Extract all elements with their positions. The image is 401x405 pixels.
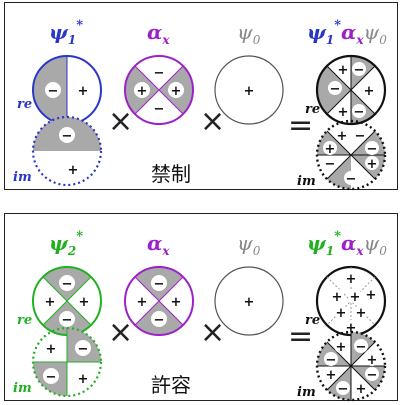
svg-text:+: + [78,372,89,387]
orbital-psi1-im: − + [31,115,103,187]
svg-text:+: + [244,84,255,99]
panel-forbidden: ψ1* αx ψ0 ψ1*αxψ0 − + re − + im × [4,2,398,191]
orbital-psi0: + [214,55,284,125]
orbital-psi1-re: − + [32,55,102,125]
caption-forbidden: 禁制 [151,162,191,186]
svg-text:+: + [346,272,357,287]
svg-text:−: − [354,105,365,120]
svg-text:−: − [78,342,89,357]
svg-text:−: − [330,82,341,97]
label-im: im [13,381,32,396]
svg-text:+: + [137,295,148,310]
orbital-alpha-x: − − + + [124,55,194,125]
svg-text:+: + [332,290,343,305]
svg-text:+: + [171,295,182,310]
label-im-result: im [297,174,316,189]
orbital-alpha-x: − + + − [124,266,194,336]
label-psi2-conj: ψ2* [49,229,83,258]
label-psi0: ψ0 [237,20,261,47]
svg-text:+: + [338,105,349,120]
equals-sign: = [288,108,313,143]
times-sign-1: × [108,104,133,139]
svg-text:+: + [45,295,56,310]
svg-text:−: − [356,340,367,355]
label-product: ψ1*αxψ0 [307,229,387,258]
label-alpha-x: αx [147,20,170,47]
label-psi0: ψ0 [237,231,261,258]
svg-text:−: − [346,172,357,187]
orbital-psi2-re: − + + − [32,266,102,336]
svg-text:+: + [356,382,367,397]
svg-text:+: + [336,340,347,355]
label-re-result: re [305,313,320,328]
label-re: re [17,97,32,112]
equals-sign: = [288,319,313,354]
times-sign-1: × [108,315,133,350]
orbital-psi2-im: + − − + [31,326,103,398]
svg-text:−: − [154,102,165,117]
svg-text:+: + [338,63,349,78]
diagram-forbidden: ψ1* αx ψ0 ψ1*αxψ0 − + re − + im × [13,18,387,191]
svg-text:+: + [79,295,90,310]
svg-text:+: + [336,306,347,321]
label-alpha-x: αx [147,231,170,258]
svg-text:+: + [78,84,89,99]
orbital-result-im: + − − + + − − + [315,330,387,402]
svg-text:−: − [354,63,365,78]
orbital-result-im: + − + − − + − [315,119,387,191]
label-product: ψ1*αxψ0 [307,18,387,47]
svg-text:−: − [326,353,337,368]
svg-text:+: + [137,84,148,99]
orbital-psi0: + [214,266,284,336]
svg-text:+: + [325,142,336,157]
svg-text:−: − [48,84,59,99]
orbital-result-re: + + + + + + + [315,265,387,337]
label-im: im [13,170,32,185]
svg-text:+: + [350,290,361,305]
svg-text:−: − [338,382,349,397]
label-re-result: re [305,102,320,117]
label-psi1-conj: ψ1* [49,18,83,47]
svg-text:+: + [337,129,348,144]
svg-text:+: + [367,353,378,368]
svg-text:−: − [367,142,378,157]
panel-allowed: ψ2* αx ψ0 ψ1*αxψ0 − + + − re + − − + [4,213,398,402]
svg-text:+: + [171,84,182,99]
label-re: re [17,313,32,328]
svg-text:+: + [68,163,79,178]
svg-text:−: − [62,277,73,292]
svg-text:+: + [46,342,57,357]
svg-text:−: − [154,66,165,81]
caption-allowed: 許容 [151,373,191,397]
svg-text:+: + [366,288,377,303]
svg-text:−: − [325,157,336,172]
orbital-result-re: + − − + + − [315,54,387,126]
svg-text:+: + [244,295,255,310]
svg-text:+: + [326,368,337,383]
svg-text:−: − [46,370,57,385]
svg-text:−: − [355,129,366,144]
svg-text:−: − [154,277,165,292]
svg-text:−: − [154,313,165,328]
svg-text:−: − [367,368,378,383]
svg-text:+: + [356,306,367,321]
svg-text:−: − [62,129,73,144]
svg-text:+: + [364,84,375,99]
diagram-allowed: ψ2* αx ψ0 ψ1*αxψ0 − + + − re + − − + [13,229,387,402]
svg-text:−: − [62,313,73,328]
svg-text:+: + [346,321,357,336]
label-im-result: im [297,385,316,400]
svg-text:+: + [367,157,378,172]
